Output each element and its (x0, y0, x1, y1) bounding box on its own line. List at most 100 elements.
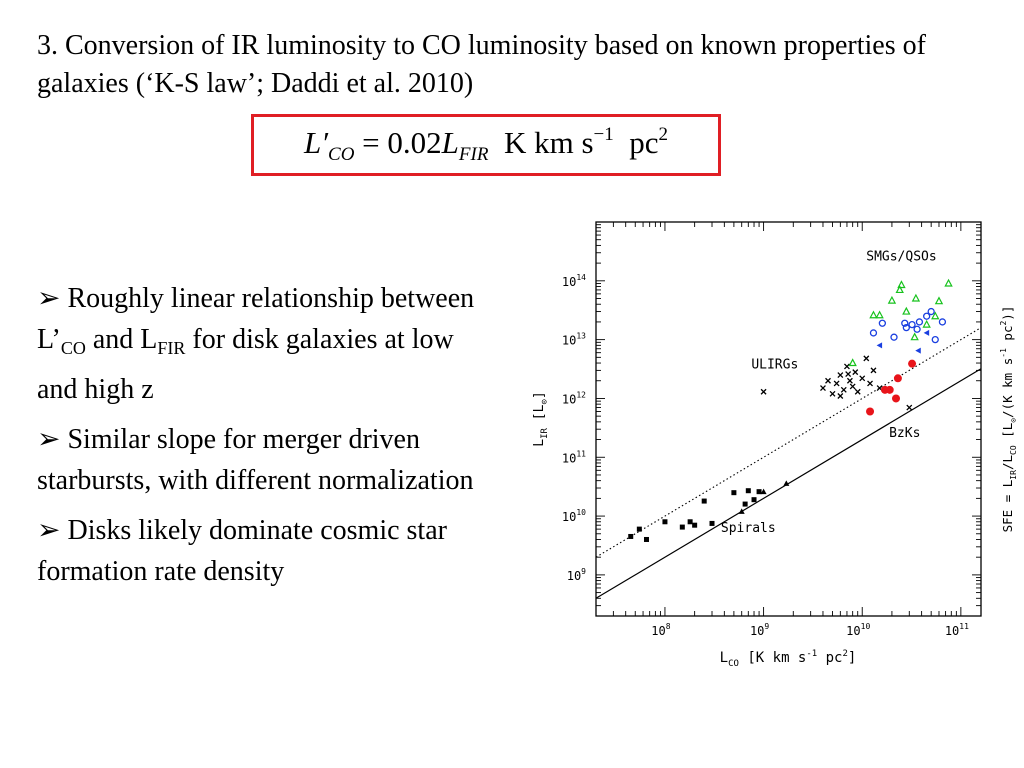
qso-point (908, 320, 916, 329)
spiral-point (628, 533, 634, 539)
bullet-sub: FIR (157, 338, 186, 358)
ulirg-point (760, 388, 767, 395)
bullet-list: ➢ Roughly linear relationship between L’… (37, 278, 492, 601)
ulirg-point (852, 369, 859, 376)
ulirg-point (837, 393, 844, 399)
x-tick-label: 108 (651, 622, 670, 638)
smg-point (897, 280, 906, 289)
smg-point (911, 293, 921, 302)
bullet-arrow-icon: ➢ (37, 283, 61, 314)
x-axis-label: LCO [K km s-1 pc2] (720, 649, 857, 669)
spiral-point (751, 497, 757, 503)
plot-frame (595, 221, 982, 617)
qso-lensed-point (923, 329, 930, 336)
bullet-item: ➢ Disks likely dominate cosmic star form… (37, 510, 492, 592)
eq-units-pc: pc (629, 125, 659, 160)
eq-equals: = (362, 125, 380, 160)
bzk-point (892, 394, 901, 403)
annotations: SMGs/QSOs ULIRGs BzKs Spirals (721, 250, 937, 536)
smg-point (902, 306, 911, 315)
ir-vs-co-luminosity-chart: 108 109 1010 1011 109 1010 1011 1012 1013 1014 SM… (532, 221, 1018, 669)
equation-box: L′CO = 0.02LFIR K km s−1 pc2 (251, 114, 721, 176)
ulirg-point (820, 385, 826, 392)
y-tick-label: 109 (567, 567, 586, 583)
qso-lensed-point (915, 347, 921, 354)
ulirg-point (833, 380, 840, 387)
spiral-point (731, 490, 737, 496)
spiral-point (679, 524, 685, 530)
y-tick-label: 1013 (562, 332, 586, 348)
spiral-triangle-point (760, 488, 767, 495)
ulirg-point (837, 372, 844, 378)
bullet-text-part: for disk galaxies at low and high z (37, 324, 454, 405)
bullet-text: Disks likely dominate cosmic star format… (37, 515, 447, 587)
ulirg-point (845, 371, 852, 377)
smg-point (875, 310, 884, 319)
sfe-axis-label: SFE = LIR/LCO [L⊙/(K km s-1 pc2)] (999, 306, 1018, 533)
qso-point (878, 319, 887, 327)
qso-point (915, 318, 924, 326)
ulirg-point (825, 377, 831, 384)
eq-coefficient: 0.02 (387, 125, 442, 160)
spiral-point (745, 488, 751, 494)
smg-point (934, 296, 944, 305)
spiral-point (756, 489, 762, 495)
smg-point (931, 311, 940, 320)
spiral-point (662, 519, 668, 525)
qso-point (938, 318, 947, 326)
spiral-point (709, 520, 715, 526)
spiral-point (687, 519, 693, 525)
qso-point (901, 319, 909, 327)
bullet-arrow-icon: ➢ (37, 515, 61, 546)
ulirg-point (906, 404, 913, 411)
spiral-point (701, 498, 707, 504)
smg-point (848, 358, 857, 367)
population-label: SMGs/QSOs (866, 250, 936, 265)
spiral-point (692, 522, 698, 528)
smg-point (944, 278, 953, 287)
smg-point (869, 310, 878, 319)
eq-lhs-sub: CO (328, 144, 355, 165)
bullet-text-part: Roughly linear relationship between L’ (37, 283, 475, 355)
smg-point (887, 295, 897, 304)
qso-point (869, 329, 878, 337)
bullet-item: ➢ Similar slope for merger driven starbu… (37, 419, 492, 501)
population-label: BzKs (889, 426, 920, 441)
y-tick-label: 1010 (562, 508, 586, 524)
ulirg-point (863, 355, 870, 362)
axis-ticks (595, 221, 981, 617)
smg-point (910, 332, 919, 341)
slide-heading: 3. Conversion of IR luminosity to CO lum… (37, 30, 926, 99)
bullet-arrow-icon: ➢ (37, 424, 61, 455)
ulirg-point (843, 363, 850, 370)
eq-units-exp2: 2 (658, 124, 669, 145)
spiral-triangle-point (738, 508, 745, 514)
bullet-item: ➢ Roughly linear relationship between L’… (37, 278, 492, 410)
eq-lhs: L′ (303, 125, 329, 160)
qso-point (927, 307, 935, 316)
bzk-point (893, 374, 902, 383)
bullet-text-part: and L (85, 324, 158, 355)
bullet-sub: CO (60, 338, 86, 358)
y-tick-label: 1012 (562, 390, 586, 406)
eq-units-exp1: −1 (593, 124, 614, 145)
spiral-point (742, 501, 748, 507)
ulirg-point (854, 388, 861, 395)
x-tick-label: 1011 (945, 622, 969, 638)
bzk-point (866, 407, 875, 416)
ulirg-point (859, 375, 866, 382)
y-tick-label: 1011 (562, 449, 586, 465)
spiral-point (643, 536, 649, 542)
ulirg-point (870, 367, 877, 374)
spiral-triangle-point (783, 480, 790, 486)
qso-point (902, 323, 910, 332)
data-points (628, 278, 953, 542)
ulirg-point (840, 386, 847, 393)
fit-lines (595, 327, 982, 599)
tick-labels: 108 109 1010 1011 109 1010 1011 1012 1013 1014 (562, 273, 969, 638)
eq-rhs-sub: FIR (458, 144, 489, 165)
smg-point (895, 285, 904, 294)
ulirg-point (829, 390, 836, 397)
qso-point (913, 325, 921, 333)
x-tick-label: 1010 (846, 622, 870, 638)
